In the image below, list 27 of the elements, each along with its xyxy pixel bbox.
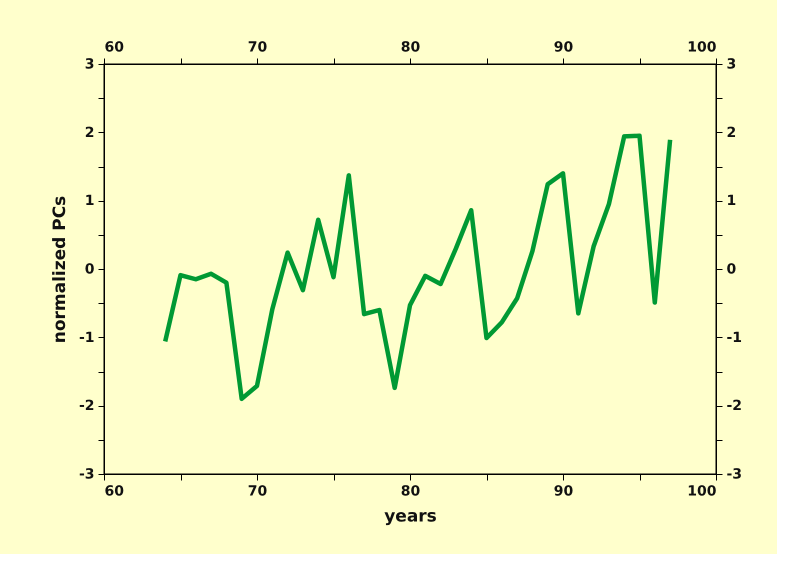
x2-tick-label: 80 <box>400 40 420 56</box>
y2-tick-label: 3 <box>726 56 736 72</box>
x-tick-label: 90 <box>554 484 574 500</box>
y-axis-title: normalized PCs <box>50 196 70 344</box>
y2-tick-label: -3 <box>726 466 742 482</box>
x-axis-title: years <box>384 506 437 526</box>
y-tick-label: -3 <box>78 466 94 482</box>
y2-tick-label: 0 <box>726 262 736 278</box>
y2-tick-label: 2 <box>726 124 736 141</box>
x2-tick-label: 100 <box>687 40 717 56</box>
x-tick-label: 100 <box>687 484 717 500</box>
y-tick-label: 1 <box>84 193 94 210</box>
x-tick-label: 60 <box>104 484 124 500</box>
y-tick-label: -2 <box>78 398 94 414</box>
x2-tick-label: 70 <box>248 40 268 56</box>
y2-tick-label: -2 <box>726 398 742 414</box>
y-tick-label: 3 <box>84 56 94 72</box>
y-tick-label: -1 <box>78 330 94 346</box>
x2-tick-label: 90 <box>554 40 574 56</box>
line-series <box>162 134 672 402</box>
y-tick-label: 2 <box>84 124 94 141</box>
x2-tick-label: 60 <box>104 40 124 56</box>
y-tick-label: 0 <box>84 262 95 278</box>
y2-tick-label: 1 <box>726 193 736 210</box>
x-tick-label: 70 <box>248 484 268 500</box>
x-tick-label: 80 <box>400 484 420 500</box>
y2-tick-label: -1 <box>726 330 742 346</box>
